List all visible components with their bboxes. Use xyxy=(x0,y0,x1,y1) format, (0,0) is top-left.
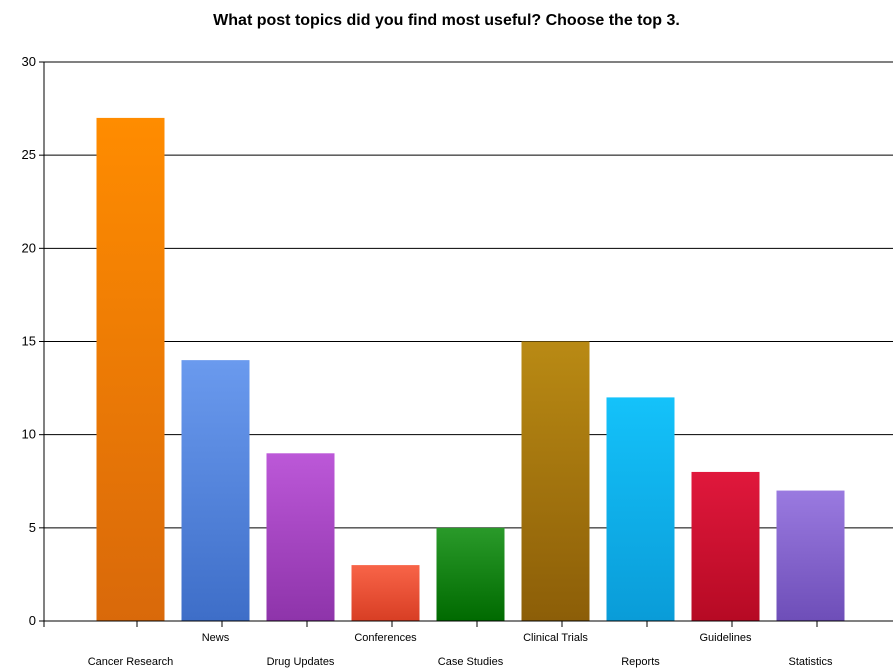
x-tick-label: Drug Updates xyxy=(267,656,335,668)
bar-clinical-trials xyxy=(521,341,590,621)
bars xyxy=(96,117,845,622)
bar-conferences xyxy=(351,565,420,621)
bar-reports xyxy=(606,397,675,621)
axes: 0 5 10 15 20 25 30 xyxy=(22,54,893,628)
x-tick-label: Reports xyxy=(621,656,660,668)
x-tick-label: Guidelines xyxy=(700,632,752,644)
chart-title: What post topics did you find most usefu… xyxy=(213,12,680,29)
y-tick-label: 0 xyxy=(29,613,36,628)
bar-statistics xyxy=(776,490,845,621)
labels: Cancer Research News Drug Updates Conferenc… xyxy=(88,632,833,668)
bar-news xyxy=(181,360,250,621)
y-tick-label: 15 xyxy=(22,334,36,349)
x-tick-label: Conferences xyxy=(354,632,417,644)
y-tick-label: 25 xyxy=(22,147,36,162)
bar-drug-updates xyxy=(266,453,335,621)
grid-lines xyxy=(44,61,893,529)
bar-case-studies xyxy=(436,527,505,621)
bar-cancer-research xyxy=(96,117,165,622)
y-tick-label: 30 xyxy=(22,54,36,69)
x-tick-label: Clinical Trials xyxy=(523,632,588,644)
x-tick-label: Cancer Research xyxy=(88,656,174,668)
x-tick-label: Case Studies xyxy=(438,656,504,668)
bar-guidelines xyxy=(691,471,760,621)
x-tick-label: Statistics xyxy=(788,656,833,668)
y-tick-label: 10 xyxy=(22,427,36,442)
y-tick-label: 20 xyxy=(22,240,36,255)
y-tick-label: 5 xyxy=(29,520,36,535)
x-tick-label: News xyxy=(202,632,230,644)
